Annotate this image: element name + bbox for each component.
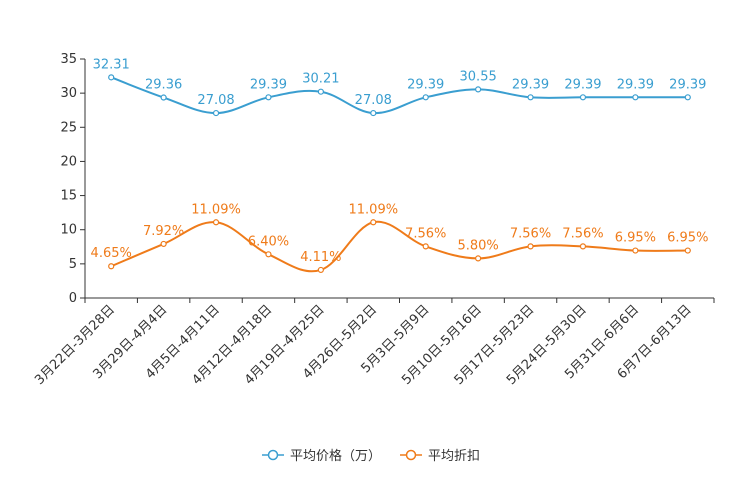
data-point bbox=[684, 247, 691, 254]
y-tick-label: 20 bbox=[60, 154, 77, 169]
data-label: 29.39 bbox=[250, 77, 287, 92]
data-point bbox=[579, 94, 587, 101]
legend-swatch-marker bbox=[267, 449, 279, 461]
data-label: 29.39 bbox=[564, 77, 601, 92]
y-tick-label: 15 bbox=[60, 189, 77, 204]
data-point bbox=[422, 243, 429, 250]
data-point bbox=[527, 94, 534, 101]
data-label: 5.80% bbox=[457, 238, 498, 253]
data-point bbox=[317, 88, 324, 95]
data-point bbox=[370, 109, 377, 117]
data-point bbox=[632, 94, 639, 101]
y-tick-label: 5 bbox=[69, 257, 77, 272]
data-point bbox=[684, 94, 691, 101]
data-label: 6.95% bbox=[667, 231, 708, 246]
data-point bbox=[160, 94, 167, 101]
data-label: 7.56% bbox=[405, 226, 446, 241]
data-point bbox=[527, 243, 534, 250]
data-label: 11.09% bbox=[191, 202, 241, 217]
data-label: 27.08 bbox=[355, 93, 392, 108]
data-label: 6.40% bbox=[248, 234, 289, 249]
data-label: 30.55 bbox=[460, 69, 497, 84]
legend-label: 平均折扣 bbox=[428, 449, 480, 464]
data-point bbox=[160, 240, 167, 248]
data-point bbox=[422, 94, 429, 101]
data-point bbox=[317, 266, 324, 274]
data-label: 29.39 bbox=[669, 77, 706, 92]
data-label: 32.31 bbox=[93, 57, 130, 72]
data-label: 4.65% bbox=[91, 246, 132, 261]
data-label: 7.56% bbox=[510, 226, 551, 241]
data-point bbox=[475, 255, 482, 262]
y-tick-label: 10 bbox=[60, 223, 77, 238]
data-label: 29.36 bbox=[145, 78, 182, 93]
data-point bbox=[632, 247, 639, 254]
data-label: 7.92% bbox=[143, 224, 184, 239]
data-point bbox=[370, 219, 377, 226]
data-label: 27.08 bbox=[197, 93, 234, 108]
y-tick-label: 0 bbox=[69, 291, 77, 306]
legend-swatch-marker bbox=[405, 449, 417, 461]
legend-label: 平均价格（万） bbox=[290, 448, 381, 464]
data-label: 29.39 bbox=[512, 77, 549, 92]
data-label: 4.11% bbox=[300, 250, 341, 265]
y-tick-label: 25 bbox=[60, 120, 77, 135]
data-point bbox=[265, 94, 272, 101]
data-point bbox=[265, 251, 272, 258]
data-point bbox=[579, 243, 587, 250]
data-label: 30.21 bbox=[302, 72, 339, 87]
data-label: 11.09% bbox=[349, 202, 399, 217]
data-point bbox=[212, 109, 220, 117]
y-tick-label: 30 bbox=[60, 86, 77, 101]
data-label: 29.39 bbox=[617, 77, 654, 92]
data-point bbox=[108, 74, 115, 81]
data-label: 6.95% bbox=[615, 231, 656, 246]
y-tick-label: 35 bbox=[60, 52, 77, 67]
data-label: 29.39 bbox=[407, 77, 444, 92]
series-line-0 bbox=[110, 76, 688, 115]
data-label: 7.56% bbox=[562, 226, 603, 241]
data-point bbox=[108, 263, 115, 270]
data-point bbox=[212, 219, 220, 226]
data-point bbox=[475, 86, 482, 93]
